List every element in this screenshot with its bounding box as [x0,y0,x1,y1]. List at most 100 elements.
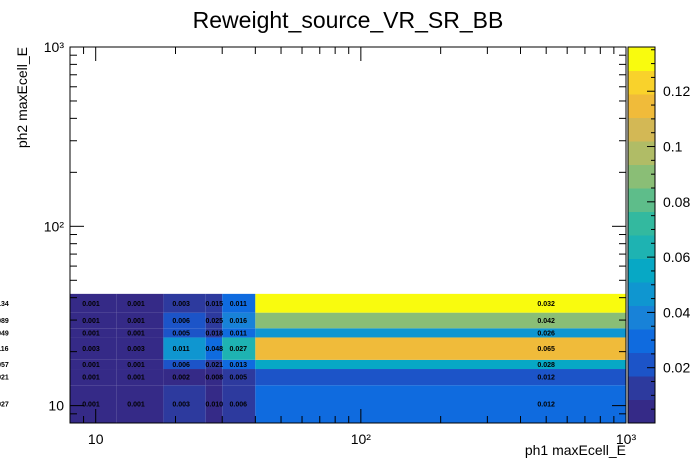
cell-value-label: 0.010 [205,402,223,409]
heatmap-cell [70,385,117,423]
colorbar-tick-label: 0.08 [663,194,690,210]
heatmap-cell [163,359,206,370]
heatmap-cell [205,312,223,329]
colorbar-segment [628,211,655,236]
colorbar-tick-label: 0.04 [663,304,690,320]
heatmap-cell [70,312,117,329]
cell-value-label: 0.021 [0,375,9,382]
cell-value-label: 0.013 [230,362,248,369]
x-tick-label: 10 [88,431,104,447]
heatmap-cell [205,293,223,313]
heatmap-cell [163,385,206,423]
x-axis-label: ph1 maxEcell_E [525,442,626,458]
cell-value-label: 0.021 [205,362,223,369]
colorbar: 0.02 0.04 0.06 0.08 0.1 0.12 [627,46,690,424]
cell-value-label: 0.016 [230,318,248,325]
cell-value-label: 0.001 [82,402,100,409]
cell-value-label: 0.027 [230,346,248,353]
colorbar-segment [628,188,655,212]
colorbar-segment [628,399,655,424]
cell-value-label: 0.015 [205,301,223,308]
cell-value-label: 0.003 [172,402,190,409]
cell-value-label: 0.001 [82,375,100,382]
cell-value-label: 0.032 [537,301,555,308]
cell-value-label: 0.005 [172,330,190,337]
cell-value-label: 0.065 [537,346,555,353]
colorbar-segment [628,329,655,353]
colorbar-segment [628,352,655,377]
colorbar-tick-label: 0.02 [663,360,690,376]
colorbar-segment [628,235,655,259]
colorbar-segment [628,305,655,330]
heatmap-cell [222,359,256,370]
heatmap-cell [205,385,223,423]
cell-value-label: 0.134 [0,301,9,308]
cell-value-label: 0.001 [82,330,100,337]
heatmap-cell [116,385,164,423]
heatmap-cell [163,337,206,360]
heatmap-cell [116,359,164,370]
heatmap-cell [116,312,164,329]
heatmap-cell [255,369,627,386]
cell-value-label: 0.011 [173,346,190,353]
x-axis: 10 10² 10³ [69,47,637,447]
cell-value-label: 0.042 [537,318,555,325]
cell-value-label: 0.001 [127,318,145,325]
cell-value-label: 0.018 [205,330,223,337]
heatmap-cell [205,328,223,338]
colorbar-segment [628,141,655,165]
heatmap-cell [255,312,627,329]
colorbar-segment [628,70,655,95]
cell-value-label: 0.001 [82,318,100,325]
heatmap-cell [116,337,164,360]
heatmap-cell [116,328,164,338]
colorbar-frame [627,46,656,424]
heatmap-cell [163,369,206,386]
cell-value-label: 0.028 [537,362,555,369]
colorbar-segment [628,94,655,118]
cell-value-label: 0.006 [230,402,248,409]
cell-value-label: 0.001 [82,362,100,369]
colorbar-segment [628,164,655,189]
x-tick-label: 10³ [616,431,637,447]
colorbar-segment [628,376,655,400]
heatmap-cell [222,369,256,386]
colorbar-segment [628,117,655,142]
chart-title: Reweight_source_VR_SR_BB [193,7,504,33]
cell-value-label: 0.025 [205,318,223,325]
cell-value-label: 0.048 [205,346,223,353]
heatmap-cell [70,369,117,386]
heatmap-cell [205,369,223,386]
heatmap-cell [70,293,117,313]
heatmap-cell [222,385,256,423]
heatmap-cell [163,312,206,329]
cell-value-label: 0.001 [127,362,145,369]
heatmap-cell [222,328,256,338]
cell-value-label: 0.005 [230,375,248,382]
heatmap-cell [70,337,117,360]
colorbar-segment [628,258,655,283]
heatmap-cell [205,337,223,360]
heatmap-cell [255,337,627,360]
cell-value-label: 0.026 [537,330,555,337]
cell-value-label: 0.001 [82,301,100,308]
cell-value-label: 0.049 [0,330,9,337]
cell-value-label: 0.003 [127,346,145,353]
y-tick-label: 10² [44,218,65,234]
heatmap-cell [222,293,256,313]
cell-value-label: 0.001 [127,375,145,382]
y-axis: 10 10² 10³ [44,39,626,424]
heatmap-cell [116,369,164,386]
heatmap-cell [205,359,223,370]
heatmap-cell [255,328,627,338]
heatmap-cell [70,328,117,338]
heatmap-cell [222,312,256,329]
heatmap-cells [70,293,627,423]
cell-value-label: 0.012 [537,375,555,382]
cell-value-label: 0.011 [230,330,247,337]
colorbar-segment [628,47,655,71]
heatmap-cell [255,359,627,370]
cell-value-label: 0.001 [127,301,145,308]
cell-value-label: 0.001 [127,330,145,337]
